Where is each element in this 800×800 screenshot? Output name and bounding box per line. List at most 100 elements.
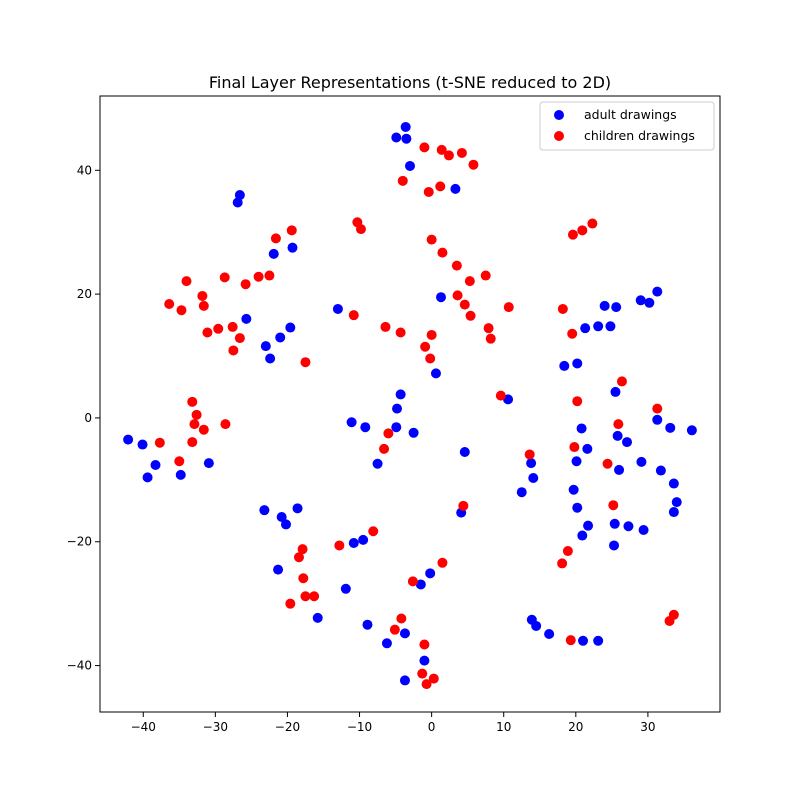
scatter-point — [227, 321, 238, 332]
scatter-point — [524, 449, 535, 460]
scatter-point — [300, 357, 311, 368]
scatter-point — [198, 424, 209, 435]
scatter-point — [572, 396, 583, 407]
scatter-point — [443, 150, 454, 161]
scatter-point — [652, 403, 663, 414]
scatter-point — [309, 591, 320, 602]
scatter-point — [379, 443, 390, 454]
scatter-point — [275, 332, 286, 343]
scatter-point — [611, 302, 622, 313]
scatter-point — [614, 464, 625, 475]
scatter-point — [260, 341, 271, 352]
scatter-point — [426, 329, 437, 340]
scatter-point — [562, 546, 573, 557]
scatter-point — [480, 270, 491, 281]
scatter-point — [668, 507, 679, 518]
scatter-point — [652, 414, 663, 425]
scatter-point — [420, 341, 431, 352]
scatter-point — [419, 639, 430, 650]
scatter-point — [644, 297, 655, 308]
scatter-point — [123, 434, 134, 445]
scatter-point — [608, 500, 619, 511]
scatter-point — [358, 534, 369, 545]
scatter-point — [465, 310, 476, 321]
legend-label-adult: adult drawings — [584, 107, 677, 122]
scatter-point — [293, 552, 304, 563]
scatter-point — [355, 224, 366, 235]
scatter-point — [399, 628, 410, 639]
scatter-point — [436, 144, 447, 155]
scatter-point — [164, 299, 175, 310]
scatter-point — [665, 422, 676, 433]
scatter-point — [567, 229, 578, 240]
y-tick-label: 0 — [84, 411, 92, 425]
scatter-point — [408, 427, 419, 438]
scatter-point — [259, 505, 270, 516]
scatter-point — [468, 159, 479, 170]
legend-marker-adult — [554, 110, 564, 120]
scatter-point — [577, 225, 588, 236]
scatter-point — [655, 465, 666, 476]
y-tick-label: −40 — [67, 659, 92, 673]
scatter-point — [452, 290, 463, 301]
scatter-point — [389, 624, 400, 635]
scatter-point — [348, 310, 359, 321]
scatter-point — [613, 419, 624, 430]
series-adult-drawings — [123, 121, 697, 686]
scatter-point — [436, 292, 446, 303]
scatter-point — [391, 422, 402, 433]
scatter-point — [383, 428, 394, 439]
scatter-point — [430, 368, 441, 379]
scatter-point — [334, 540, 345, 551]
scatter-point — [197, 290, 208, 301]
scatter-point — [395, 327, 406, 338]
scatter-point — [381, 638, 392, 649]
scatter-point — [407, 576, 418, 587]
scatter-point — [198, 300, 209, 311]
scatter-point — [652, 286, 663, 297]
scatter-point — [569, 442, 580, 453]
scatter-point — [399, 675, 410, 686]
scatter-point — [287, 242, 298, 253]
scatter-point — [565, 635, 576, 646]
x-tick-label: 30 — [640, 720, 655, 734]
scatter-point — [191, 409, 202, 420]
scatter-point — [428, 673, 439, 684]
scatter-point — [340, 583, 351, 594]
scatter-point — [219, 272, 230, 283]
legend-box — [539, 101, 715, 151]
y-axis: −40 −20 0 20 40 — [67, 163, 100, 673]
scatter-point — [437, 247, 448, 258]
x-tick-label: 10 — [496, 720, 511, 734]
scatter-point — [531, 620, 542, 631]
scatter-point — [609, 518, 620, 529]
scatter-point — [612, 430, 623, 441]
scatter-point — [544, 628, 555, 639]
scatter-point — [297, 544, 308, 555]
scatter-point — [392, 403, 403, 414]
scatter-point — [150, 459, 161, 470]
scatter-point — [176, 305, 187, 316]
scatter-point — [419, 142, 430, 153]
scatter-point — [451, 260, 462, 271]
scatter-point — [362, 619, 373, 630]
scatter-point — [450, 183, 461, 194]
scatter-point — [213, 323, 224, 334]
scatter-point — [638, 524, 649, 535]
scatter-point — [395, 389, 406, 400]
scatter-point — [348, 537, 359, 548]
scatter-point — [419, 655, 430, 666]
scatter-point — [435, 181, 446, 192]
legend-marker-children — [554, 131, 564, 141]
scatter-point — [187, 396, 198, 407]
scatter-point — [572, 502, 583, 513]
scatter-point — [587, 218, 598, 229]
scatter-point — [559, 360, 570, 371]
scatter-point — [268, 248, 279, 259]
scatter-point — [421, 679, 432, 690]
scatter-point — [264, 270, 275, 281]
scatter-point — [578, 635, 589, 646]
scatter-point — [610, 386, 621, 397]
y-tick-label: −20 — [67, 535, 92, 549]
scatter-point — [577, 530, 588, 541]
